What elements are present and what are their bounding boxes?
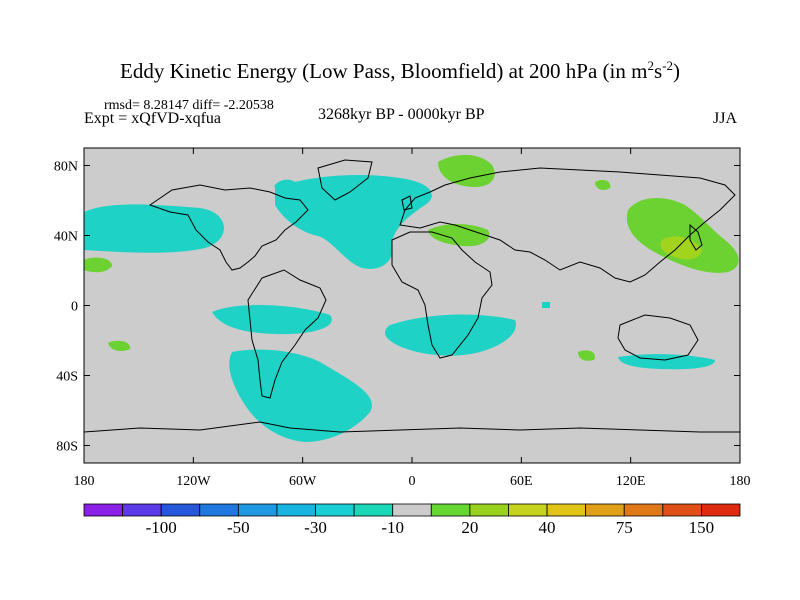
lon-label: 120W: [176, 474, 211, 489]
colorbar-swatch: [160, 503, 201, 517]
east-asia-green-region: [626, 198, 739, 273]
tropical-pacific-strip: [542, 302, 550, 308]
north-pacific-band: [84, 204, 224, 253]
colorbar-swatch: [315, 503, 355, 517]
colorbar-label: -10: [381, 518, 405, 537]
south-america-southern-ocean: [229, 349, 372, 442]
colorbar-swatch: [623, 503, 664, 517]
colorbar-swatch: [546, 503, 587, 517]
uk-coast: [401, 195, 413, 211]
lat-label: 40S: [56, 370, 78, 385]
coastlines: [84, 159, 740, 433]
lon-label: 180: [730, 474, 751, 489]
colorbar-swatch: [199, 503, 239, 517]
positive-regions: [84, 154, 739, 361]
colorbar-swatch: [237, 503, 278, 517]
period-label: 3268kyr BP - 0000kyr BP: [318, 106, 485, 123]
lat-label: 0: [71, 300, 78, 315]
colorbar-label: -50: [227, 518, 250, 537]
antarctica-coast: [84, 421, 740, 433]
colorbar-label: 40: [538, 518, 556, 537]
lon-label: 60W: [289, 474, 317, 489]
colorbar-swatch: [430, 503, 471, 517]
lon-label: 0: [409, 474, 416, 489]
colorbar-swatch: [701, 503, 741, 517]
colorbar-label: -30: [304, 518, 327, 537]
colorbar-swatch: [83, 503, 123, 517]
stats-label: rmsd= 8.28147 diff= -2.20538: [104, 98, 274, 113]
lon-ticks: 180 120W 60W 0 60E 120E 180: [74, 148, 751, 489]
north-america-coast: [148, 184, 309, 271]
south-america-coast: [247, 269, 327, 399]
eurasia-coast: [399, 167, 736, 283]
east-pacific-green-blob: [84, 257, 112, 273]
colorbar-label: 20: [461, 518, 479, 537]
lat-ticks: 80N 40N 0 40S 80S: [54, 160, 740, 455]
lat-label: 80N: [54, 160, 78, 175]
australia-coast: [617, 314, 699, 361]
south-atlantic-indian-band: [384, 314, 516, 356]
colorbar-swatch: [392, 503, 432, 517]
colorbar-swatch: [122, 503, 162, 517]
japan-coast: [689, 223, 703, 251]
colorbar: [83, 503, 741, 517]
arctic-green-blob: [438, 154, 495, 188]
colorbar-swatch: [469, 503, 509, 517]
colorbar-swatch: [276, 503, 316, 517]
colorbar-swatch: [353, 503, 394, 517]
indian-ocean-green-blob: [578, 350, 595, 361]
colorbar-swatch: [585, 503, 625, 517]
lon-label: 180: [74, 474, 95, 489]
colorbar-label: -100: [145, 518, 177, 537]
africa-coast: [391, 231, 493, 359]
south-pacific-green-blob: [108, 340, 131, 351]
central-asia-green-blob: [595, 180, 611, 190]
colorbar-swatch: [662, 503, 702, 517]
colorbar-swatch: [508, 503, 548, 517]
lat-label: 80S: [56, 440, 78, 455]
anomaly-fields: [84, 154, 740, 442]
labrador-blob: [274, 179, 300, 196]
north-atlantic-region: [275, 175, 432, 269]
colorbar-label: 150: [688, 518, 715, 537]
map-title: Eddy Kinetic Energy (Low Pass, Bloomfiel…: [120, 58, 680, 83]
mediterranean-green-band: [428, 224, 490, 247]
season-label: JJA: [713, 110, 738, 127]
colorbar-label: 75: [615, 518, 633, 537]
lon-label: 60E: [510, 474, 533, 489]
lon-label: 120E: [616, 474, 646, 489]
experiment-label: Expt = xQfVD-xqfua: [84, 110, 221, 127]
south-pacific-band: [212, 304, 332, 335]
greenland-coast: [317, 159, 373, 201]
lat-label: 40N: [54, 230, 78, 245]
